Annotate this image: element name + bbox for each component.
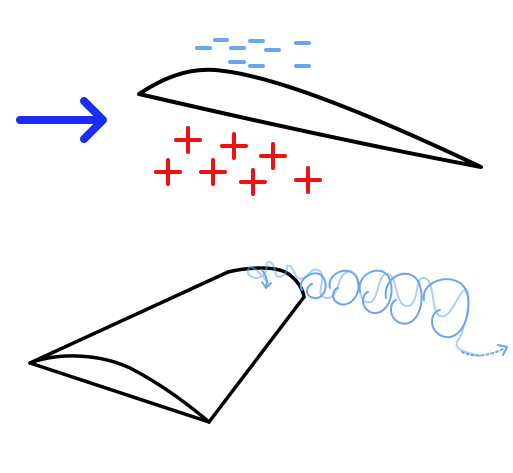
wing-root-camber	[28, 354, 211, 424]
wing-vortex-scene	[28, 260, 508, 424]
airfoil-profile	[137, 67, 483, 169]
vortex-loop	[358, 269, 393, 315]
negative-charges-group	[195, 38, 311, 68]
airfoil-cross-section-scene	[16, 38, 483, 196]
arrow-head-icon	[497, 344, 508, 356]
vortex-hook-arrowhead	[261, 281, 272, 289]
vortex-loop	[299, 272, 327, 300]
arrow-right-icon	[16, 97, 107, 143]
wingtip-vortex	[246, 260, 508, 357]
vortex-loop	[384, 273, 423, 325]
wing-outline	[28, 266, 306, 424]
vortex-hook-start	[261, 269, 268, 287]
positive-charge	[220, 132, 248, 160]
vortex-dotted-trail	[461, 347, 506, 357]
wing-leading-edge	[28, 270, 230, 365]
positive-charge	[154, 158, 182, 186]
vortex-loop	[328, 269, 360, 306]
vortex-spiral	[246, 260, 481, 357]
positive-charge	[259, 142, 287, 170]
wing-root-lower	[28, 361, 211, 424]
positive-charge	[174, 126, 202, 154]
vortex-loop	[422, 278, 470, 339]
positive-charge	[199, 158, 227, 186]
wing-trailing-edge	[207, 295, 306, 424]
positive-charge	[239, 168, 267, 196]
positive-charge	[294, 166, 322, 194]
positive-charges-group	[154, 126, 322, 196]
